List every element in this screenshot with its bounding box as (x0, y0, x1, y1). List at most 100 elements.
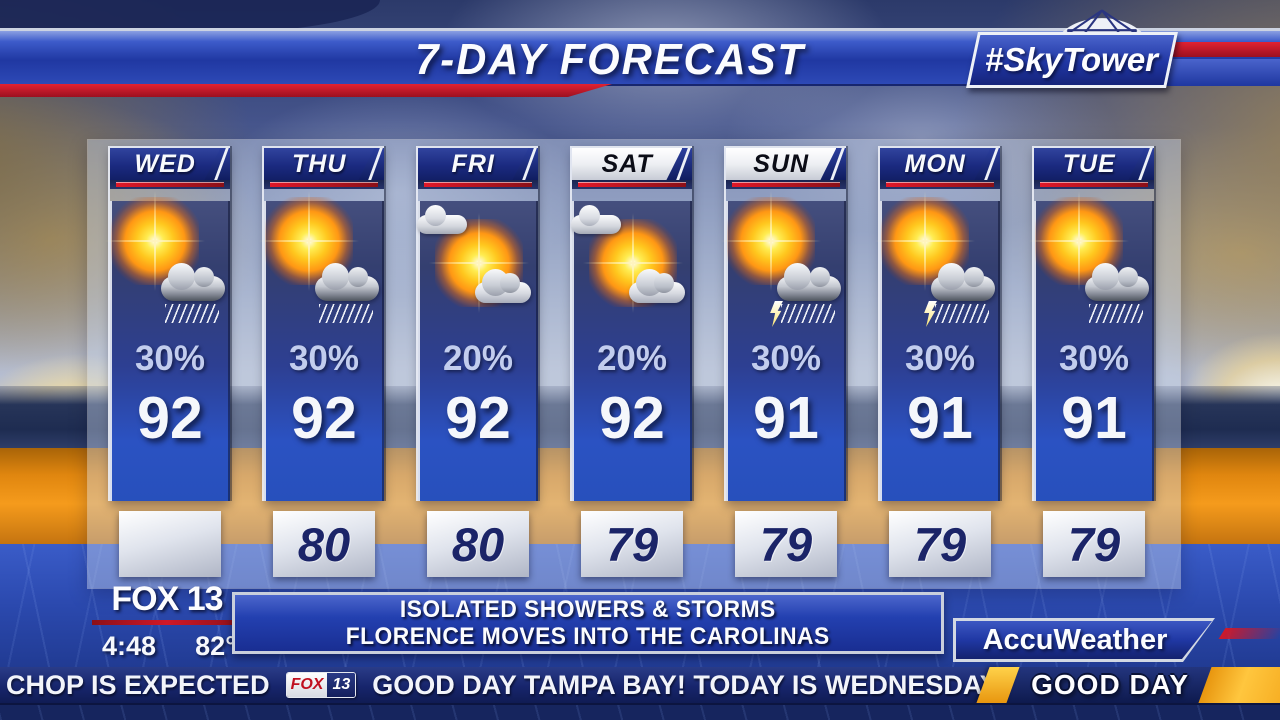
day-body: 30% 91 (1029, 191, 1154, 501)
day-header: TUE (1034, 146, 1154, 180)
low-temp-box: 79 (1043, 511, 1145, 577)
day-header: MON (880, 146, 1000, 180)
precip-chance: 30% (1058, 339, 1130, 378)
partly-cloudy-icon (417, 201, 531, 337)
day-column-sun: SUN 30% 91 79 (721, 146, 846, 577)
high-temp: 91 (1061, 385, 1127, 451)
skytower-logo-text: #SkyTower (985, 41, 1159, 78)
day-header: SUN (726, 146, 846, 180)
sun-rain-icon (259, 191, 379, 337)
low-temp: 79 (759, 517, 813, 571)
red-divider (726, 180, 846, 189)
sun-rain-icon (105, 191, 225, 337)
forecast-days: WED 30% 92 (88, 146, 1180, 577)
day-column-thu: THU 30% 92 80 (259, 146, 384, 577)
cloud-icon (315, 263, 379, 301)
fox13-bug-icon: FOX 13 (285, 672, 357, 698)
partly-cloudy-icon (571, 201, 685, 337)
red-stripe-left (0, 84, 612, 97)
rain-icon (1089, 304, 1143, 323)
precip-chance: 30% (750, 339, 822, 378)
red-divider (264, 180, 384, 189)
day-header: WED (110, 146, 230, 180)
cloud-icon (417, 205, 467, 234)
headline-banner: ISOLATED SHOWERS & STORMS FLORENCE MOVES… (232, 592, 944, 654)
headline-line-2: FLORENCE MOVES INTO THE CAROLINAS (346, 623, 830, 650)
red-divider (572, 180, 692, 189)
day-body: 30% 91 (875, 191, 1000, 501)
precip-chance: 30% (288, 339, 360, 378)
skytower-logo: #SkyTower (966, 32, 1178, 88)
day-column-mon: MON 30% 91 79 (875, 146, 1000, 577)
day-label: WED (110, 148, 220, 180)
day-header: THU (264, 146, 384, 180)
accuweather-logo: AccuWeather (953, 618, 1215, 662)
blue-band-right (1158, 59, 1280, 86)
low-temp-box: 80 (427, 511, 529, 577)
low-temp-box: 79 (581, 511, 683, 577)
day-header: FRI (418, 146, 538, 180)
rain-icon (935, 304, 989, 323)
low-temp: 79 (1067, 517, 1121, 571)
bug-fox-text: FOX (286, 673, 328, 697)
rain-icon (781, 304, 835, 323)
thunderstorm-icon (721, 191, 841, 337)
sun-rain-icon (1029, 191, 1149, 337)
low-temp-box: 79 (889, 511, 991, 577)
cloud-icon (571, 205, 621, 234)
day-body: 30% 92 (259, 191, 384, 501)
rain-icon (319, 304, 373, 323)
headline-line-1: ISOLATED SHOWERS & STORMS (400, 596, 776, 623)
precip-chance: 20% (596, 339, 668, 378)
cloud-icon (475, 269, 531, 303)
cloud-icon (629, 269, 685, 303)
station-logo-underline (92, 620, 242, 625)
day-label: THU (264, 148, 374, 180)
precip-chance: 30% (904, 339, 976, 378)
day-label: SAT (572, 148, 682, 180)
day-column-tue: TUE 30% 91 79 (1029, 146, 1154, 577)
cloud-icon (161, 263, 225, 301)
cloud-icon (1085, 263, 1149, 301)
day-column-fri: FRI 20% 92 80 (417, 146, 538, 577)
high-temp: 91 (753, 385, 819, 451)
day-label: FRI (418, 148, 528, 180)
day-label: TUE (1034, 148, 1144, 180)
accuweather-red-swoosh (1218, 628, 1280, 639)
thunderstorm-icon (875, 191, 995, 337)
page-title: 7-DAY FORECAST (415, 35, 805, 84)
cloud-icon (777, 263, 841, 301)
day-header: SAT (572, 146, 692, 180)
cloud-icon (931, 263, 995, 301)
red-divider (880, 180, 1000, 189)
accuweather-logo-text: AccuWeather (982, 623, 1168, 656)
precip-chance: 30% (134, 339, 206, 378)
red-stripe-right (1152, 42, 1280, 57)
day-body: 30% 92 (105, 191, 230, 501)
current-temp: 82° (195, 631, 236, 661)
clock-time: 4:48 (102, 631, 157, 661)
rain-icon (165, 304, 219, 323)
ticker-text-left: CHOP IS EXPECTED (6, 669, 270, 700)
station-logo: FOX 13 4:48 82° (92, 580, 242, 662)
high-temp: 92 (445, 385, 511, 451)
goodday-logo-text: GOOD DAY (1031, 669, 1189, 700)
day-body: 20% 92 (571, 201, 692, 501)
red-divider (418, 180, 538, 189)
day-body: 20% 92 (417, 201, 538, 501)
day-label: MON (880, 148, 990, 180)
low-temp: 80 (297, 517, 351, 571)
red-divider (1034, 180, 1154, 189)
low-temp-box: 79 (735, 511, 837, 577)
day-label: SUN (726, 148, 836, 180)
low-temp: 80 (451, 517, 505, 571)
day-column-sat: SAT 20% 92 79 (571, 146, 692, 577)
goodday-band: GOOD DAY (1005, 667, 1211, 703)
day-column-wed: WED 30% 92 (105, 146, 230, 577)
low-temp-box (119, 511, 221, 577)
red-divider (110, 180, 230, 189)
low-temp: 79 (913, 517, 967, 571)
goodday-logo: GOOD DAY (976, 667, 1280, 703)
high-temp: 92 (291, 385, 357, 451)
